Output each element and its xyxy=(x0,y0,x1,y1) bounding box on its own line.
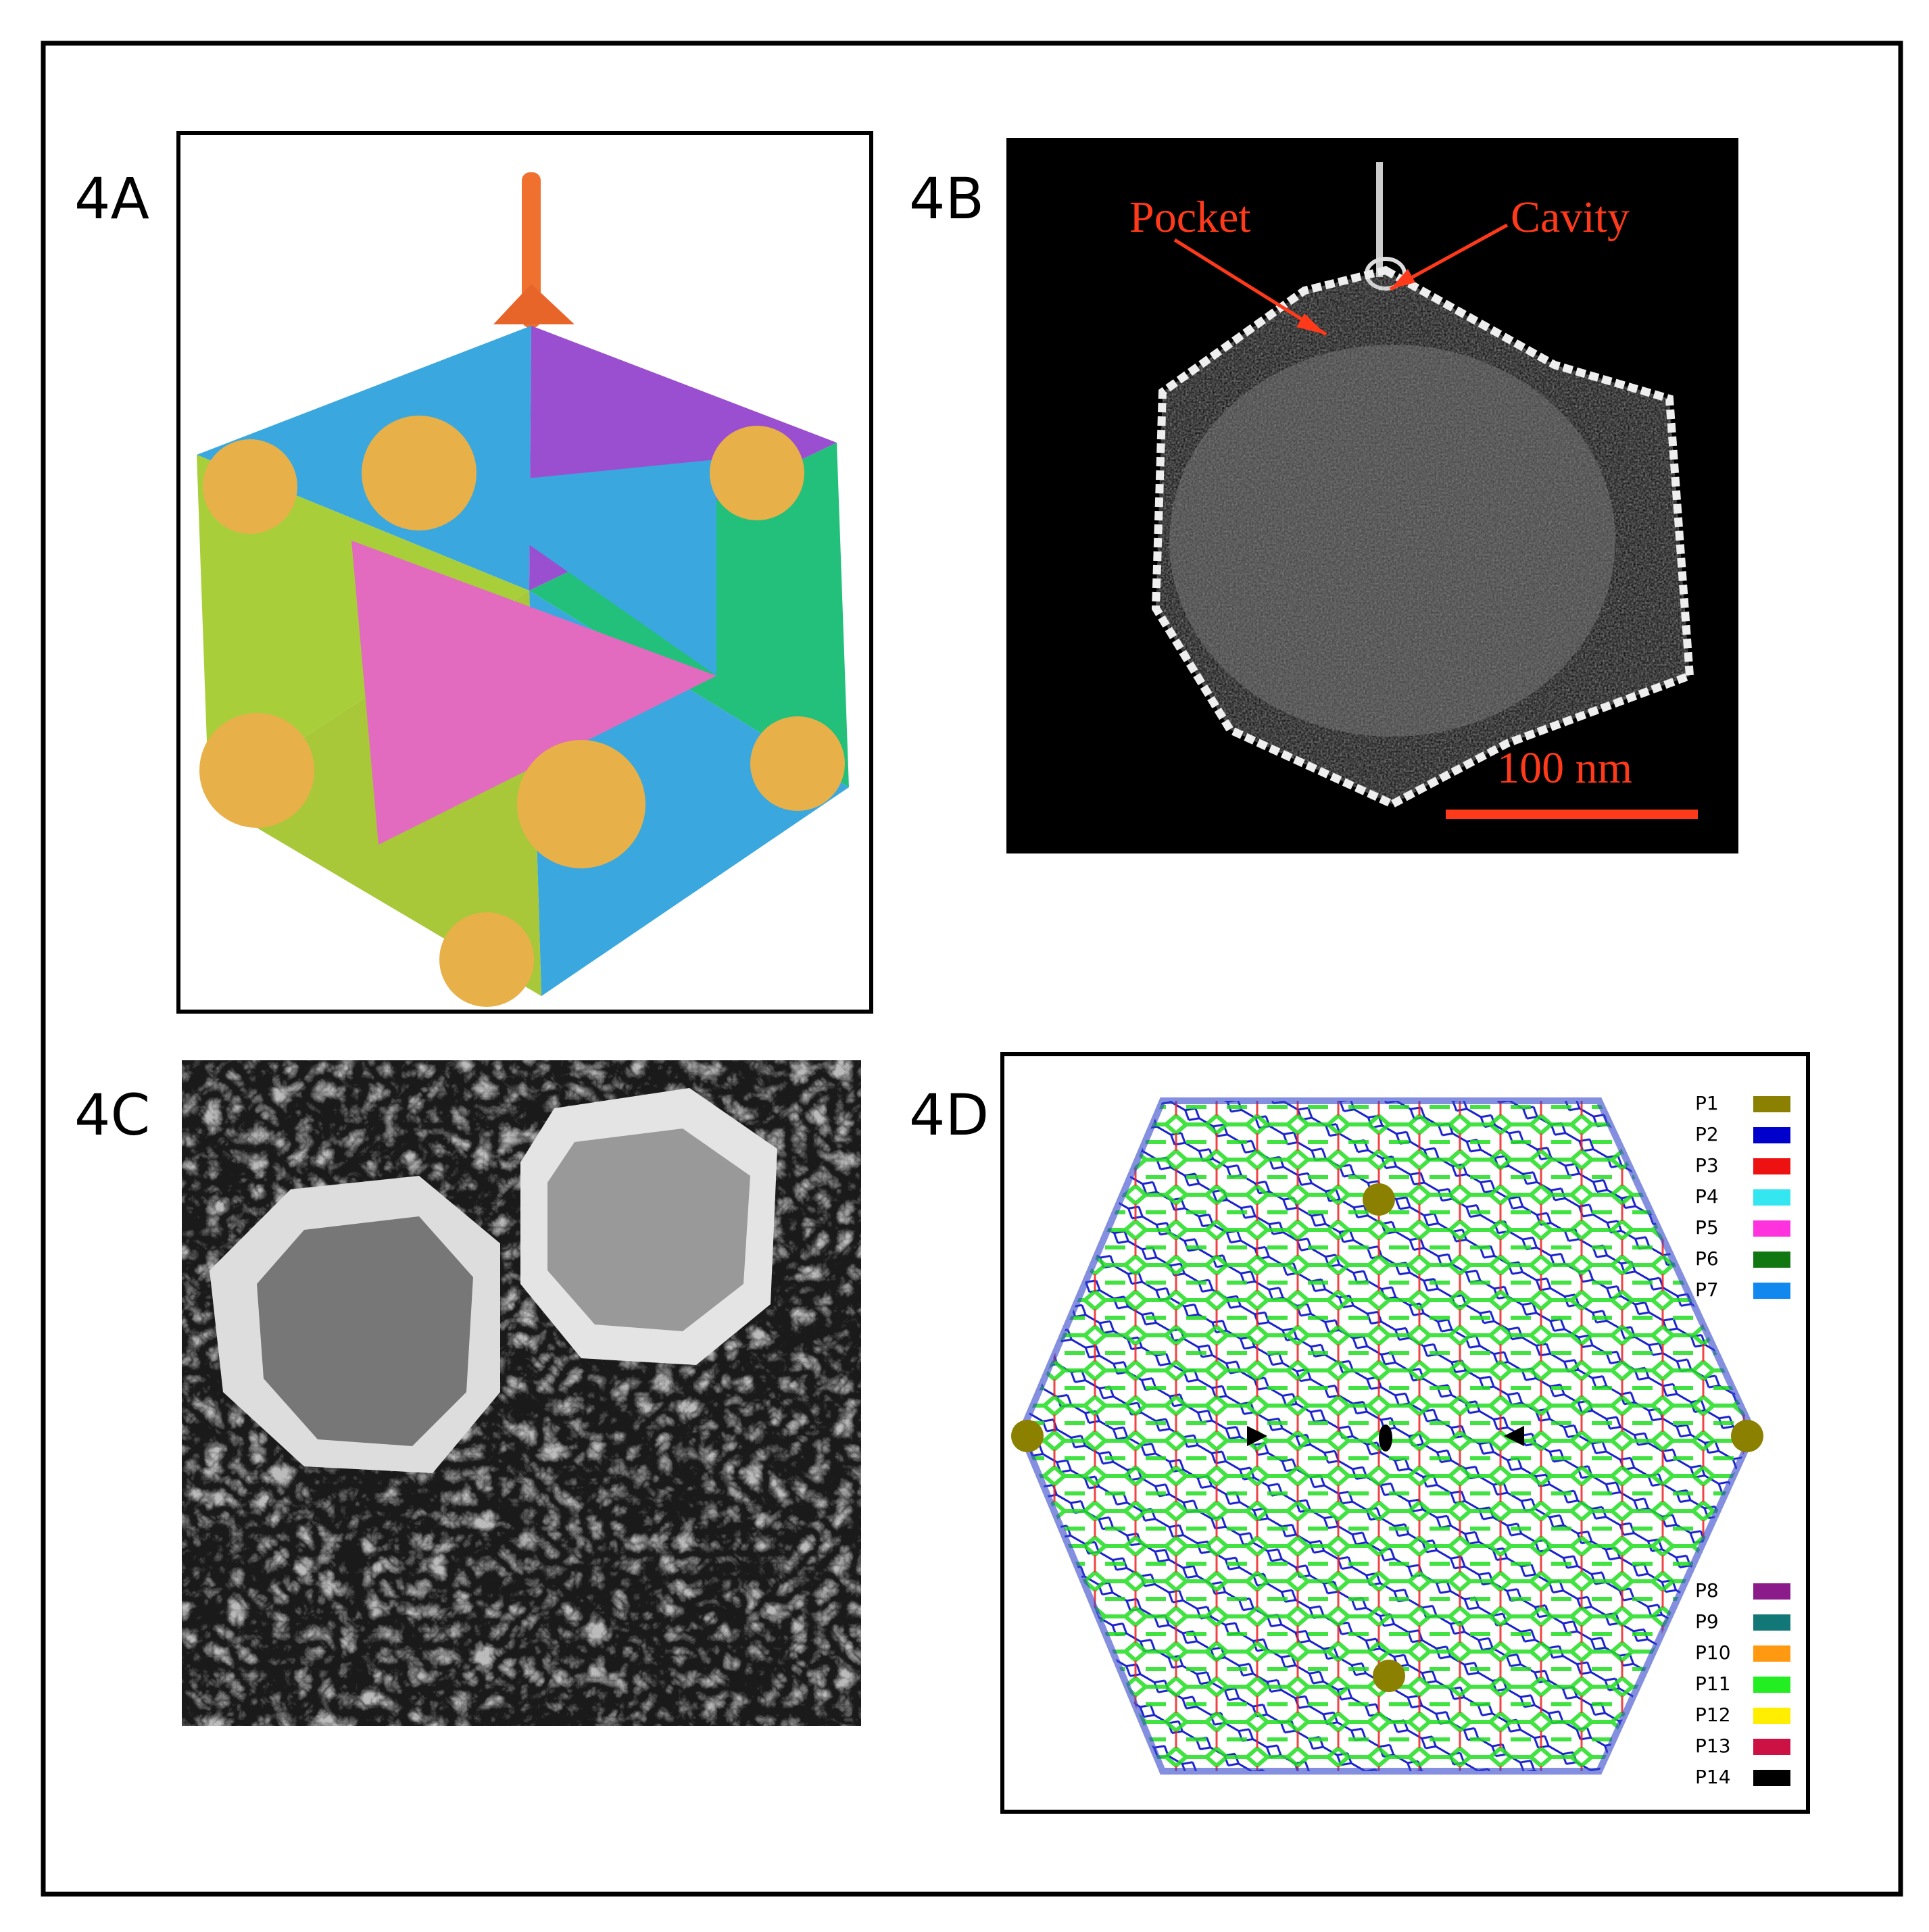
annotation: Cavity xyxy=(1511,193,1630,242)
legend-swatch xyxy=(1753,1583,1790,1600)
legend-swatch xyxy=(1753,1708,1790,1724)
panel-label: 4D xyxy=(909,1082,989,1148)
legend-swatch xyxy=(1753,1739,1790,1755)
legend-label: P3 xyxy=(1695,1154,1719,1176)
legend-label: P1 xyxy=(1695,1092,1719,1114)
legend-label: P5 xyxy=(1695,1216,1719,1239)
legend-swatch xyxy=(1753,1189,1790,1206)
legend: P1 P2 P3 P4 P5 P6 P7 P8 P9 P10 P11 P12 P13 P14 xyxy=(1695,1092,1790,1788)
legend-label: P11 xyxy=(1695,1673,1731,1695)
legend-swatch xyxy=(1753,1645,1790,1662)
scale-bar-label: 100 nm xyxy=(1497,743,1632,793)
panel-label: 4C xyxy=(74,1082,150,1148)
scale-bar xyxy=(1446,810,1698,819)
legend-swatch xyxy=(1753,1252,1790,1268)
legend-label: P7 xyxy=(1695,1279,1719,1301)
legend-label: P12 xyxy=(1695,1704,1731,1726)
legend-label: P4 xyxy=(1695,1185,1719,1208)
legend-swatch xyxy=(1753,1096,1790,1112)
sem-image xyxy=(182,1060,861,1726)
legend-label: P14 xyxy=(1695,1766,1731,1788)
legend-swatch xyxy=(1753,1283,1790,1299)
legend-label: P9 xyxy=(1695,1610,1719,1633)
legend-swatch xyxy=(1753,1677,1790,1693)
annotation: Pocket xyxy=(1129,193,1251,242)
annotation-arrows xyxy=(1173,223,1509,337)
legend-label: P6 xyxy=(1695,1247,1719,1270)
capsid-rendering xyxy=(197,172,849,1007)
legend-swatch xyxy=(1753,1770,1790,1786)
legend-swatch xyxy=(1753,1127,1790,1143)
legend-label: P8 xyxy=(1695,1579,1719,1602)
legend-label: P2 xyxy=(1695,1123,1719,1145)
legend-swatch xyxy=(1753,1158,1790,1174)
legend-swatch xyxy=(1753,1220,1790,1237)
legend-label: P10 xyxy=(1695,1641,1731,1664)
panel-label: 4B xyxy=(909,166,984,232)
legend-swatch xyxy=(1753,1614,1790,1631)
legend-label: P13 xyxy=(1695,1735,1731,1757)
panel-label: 4A xyxy=(74,166,149,232)
capsid-model xyxy=(1011,1097,1763,1775)
